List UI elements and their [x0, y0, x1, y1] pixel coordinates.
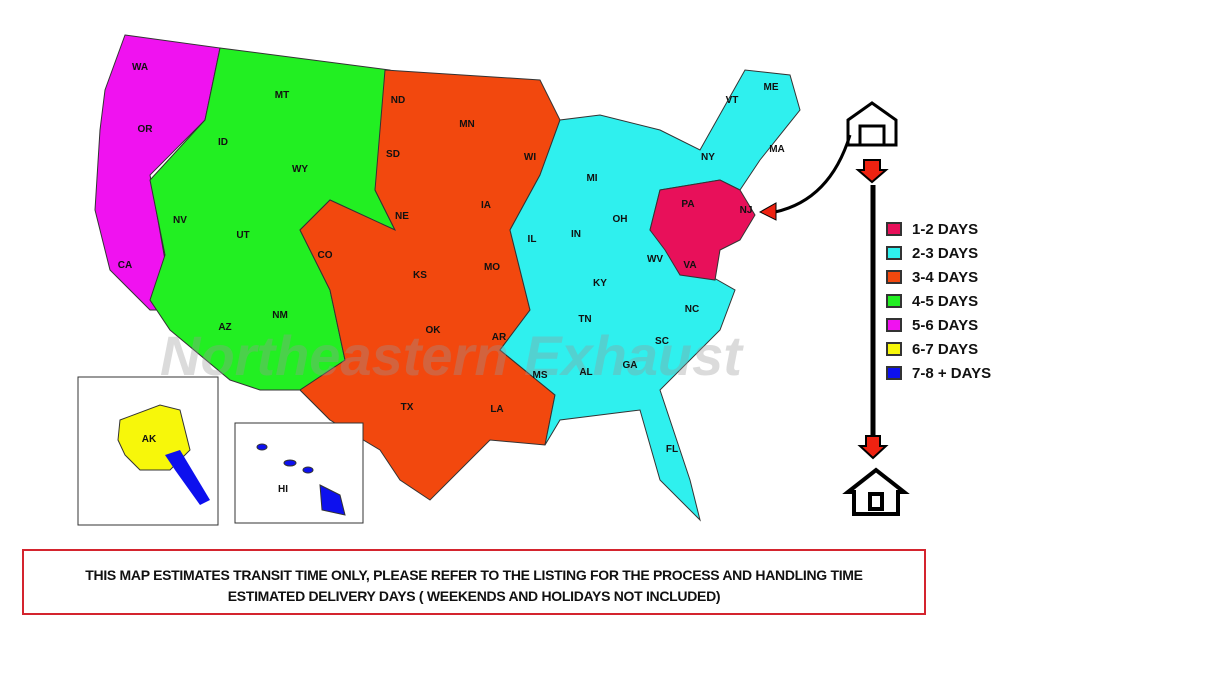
state-label-me: ME	[764, 82, 779, 93]
state-label-nj: NJ	[740, 205, 753, 216]
down-arrow-icon	[857, 435, 889, 460]
state-label-ak: AK	[142, 434, 157, 445]
legend-swatch	[886, 270, 902, 284]
legend-swatch	[886, 294, 902, 308]
legend-swatch	[886, 366, 902, 380]
legend-label: 1-2 DAYS	[912, 220, 979, 238]
state-label-ar: AR	[492, 332, 507, 343]
warehouse-icon	[846, 101, 898, 147]
state-labels: WA OR CA NV ID MT WY UT AZ CO NM ND SD NE KS OK TX MN IA MO…	[118, 62, 785, 495]
state-label-id: ID	[218, 137, 228, 148]
state-label-wi: WI	[524, 152, 536, 163]
legend-item: 5-6 DAYS	[886, 313, 991, 337]
state-label-hi: HI	[278, 484, 288, 495]
down-arrow-icon	[855, 159, 889, 184]
legend-label: 5-6 DAYS	[912, 316, 979, 334]
hawaii-inset	[234, 422, 364, 524]
legend-label: 4-5 DAYS	[912, 292, 979, 310]
legend-swatch	[886, 222, 902, 236]
legend-swatch	[886, 246, 902, 260]
state-label-ks: KS	[413, 270, 427, 281]
state-label-mi: MI	[586, 173, 597, 184]
hawaii-islands	[256, 443, 346, 516]
legend-item: 6-7 DAYS	[886, 337, 991, 361]
state-label-nv: NV	[173, 215, 187, 226]
legend-swatch	[886, 342, 902, 356]
state-label-pa: PA	[681, 199, 694, 210]
map-regions	[94, 34, 801, 522]
arrow-head-icon	[758, 202, 777, 221]
state-label-mt: MT	[275, 90, 289, 101]
state-label-oh: OH	[613, 214, 628, 225]
legend-label: 6-7 DAYS	[912, 340, 979, 358]
state-label-va: VA	[683, 260, 696, 271]
state-label-mn: MN	[459, 119, 475, 130]
disclaimer-line-2: ESTIMATED DELIVERY DAYS ( WEEKENDS AND H…	[227, 588, 721, 604]
legend-item: 4-5 DAYS	[886, 289, 991, 313]
disclaimer-line-1: THIS MAP ESTIMATES TRANSIT TIME ONLY, PL…	[85, 567, 863, 583]
state-label-mo: MO	[484, 262, 500, 273]
state-label-nm: NM	[272, 310, 288, 321]
state-label-ok: OK	[426, 325, 442, 336]
zone-1-2-days	[649, 179, 756, 281]
curved-arrow	[774, 134, 852, 214]
state-label-wa: WA	[132, 62, 148, 73]
legend: 1-2 DAYS 2-3 DAYS 3-4 DAYS 4-5 DAYS 5-6 DAYS…	[886, 217, 991, 385]
state-label-or: OR	[138, 124, 154, 135]
state-label-wv: WV	[647, 254, 663, 265]
state-label-sd: SD	[386, 149, 400, 160]
state-label-ia: IA	[481, 200, 491, 211]
state-label-az: AZ	[218, 322, 231, 333]
disclaimer-box: THIS MAP ESTIMATES TRANSIT TIME ONLY, PL…	[22, 549, 926, 615]
state-label-sc: SC	[655, 336, 669, 347]
legend-label: 7-8 + DAYS	[912, 364, 992, 382]
state-label-vt: VT	[726, 95, 739, 106]
state-label-ny: NY	[701, 152, 715, 163]
alaska-panhandle	[165, 450, 210, 505]
legend-item: 2-3 DAYS	[886, 241, 991, 265]
state-label-ga: GA	[623, 360, 638, 371]
state-label-la: LA	[490, 404, 503, 415]
state-label-ma: MA	[769, 144, 785, 155]
legend-label: 3-4 DAYS	[912, 268, 979, 286]
legend-item: 1-2 DAYS	[886, 217, 991, 241]
state-label-il: IL	[528, 234, 537, 245]
legend-label: 2-3 DAYS	[912, 244, 979, 262]
legend-item: 7-8 + DAYS	[886, 361, 991, 385]
legend-swatch	[886, 318, 902, 332]
house-icon	[842, 467, 910, 516]
state-label-nc: NC	[685, 304, 699, 315]
watermark: Northeastern Exhaust	[160, 324, 744, 387]
legend-item: 3-4 DAYS	[886, 265, 991, 289]
state-label-ms: MS	[533, 370, 548, 381]
state-label-co: CO	[318, 250, 333, 261]
state-label-fl: FL	[666, 444, 678, 455]
state-label-ut: UT	[236, 230, 249, 241]
state-label-ne: NE	[395, 211, 409, 222]
state-label-al: AL	[579, 367, 592, 378]
state-label-wy: WY	[292, 164, 308, 175]
state-label-in: IN	[571, 229, 581, 240]
state-label-ca: CA	[118, 260, 132, 271]
state-label-nd: ND	[391, 95, 405, 106]
state-label-tn: TN	[578, 314, 591, 325]
state-label-tx: TX	[401, 402, 414, 413]
state-label-ky: KY	[593, 278, 607, 289]
